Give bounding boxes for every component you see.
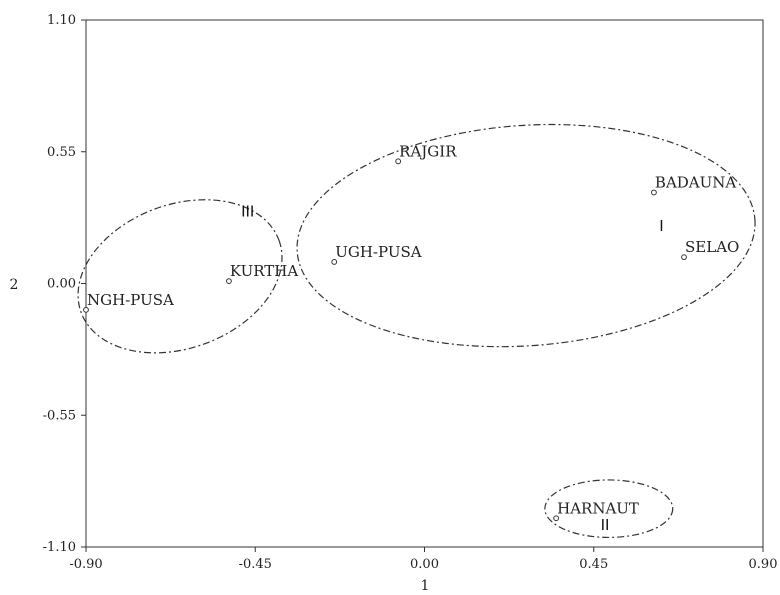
y-tick-label: 1.10 [47, 13, 76, 28]
data-points: RAJGIR BADAUNA SELAO UGH-PUSA KURTHA NGH-PUSA… [83, 142, 739, 522]
y-tick-label: -0.55 [43, 408, 76, 423]
y-axis-title: 2 [10, 277, 19, 293]
cluster-label-i: I [659, 217, 663, 235]
cluster-ellipse-i [296, 123, 756, 348]
point-label: SELAO [685, 238, 739, 256]
x-tick-label: 0.00 [410, 557, 439, 572]
data-point [395, 158, 402, 165]
x-tick-label: 0.90 [749, 557, 778, 572]
cluster-ellipse-ii [544, 479, 674, 539]
point-label: UGH-PUSA [335, 243, 422, 261]
y-tick-label: 0.00 [47, 277, 76, 292]
data-point [331, 259, 338, 265]
data-point [83, 306, 89, 313]
cluster-ellipse-iii [77, 199, 283, 354]
x-tick-label: -0.45 [239, 557, 272, 572]
data-point [651, 189, 657, 196]
data-point [226, 278, 232, 285]
y-tick-label: 0.55 [47, 145, 76, 160]
cluster-label-ii: II [601, 516, 610, 534]
axis-ticks: -0.90 -0.45 0.00 0.45 0.90 1.10 0.55 0.00 -0.55 -… [43, 13, 778, 572]
data-point [553, 515, 560, 522]
plot-frame [85, 19, 764, 548]
data-point [681, 254, 687, 261]
point-label: KURTHA [230, 262, 298, 280]
point-label: BADAUNA [655, 173, 736, 191]
x-tick-label: -0.90 [69, 557, 102, 572]
point-label: RAJGIR [399, 142, 457, 160]
point-label: HARNAUT [557, 499, 639, 517]
y-tick-label: -1.10 [43, 540, 76, 555]
cluster-label-iii: III [241, 202, 254, 220]
x-tick-label: 0.45 [579, 557, 608, 572]
x-axis-title: 1 [421, 578, 430, 594]
point-label: NGH-PUSA [87, 291, 174, 309]
